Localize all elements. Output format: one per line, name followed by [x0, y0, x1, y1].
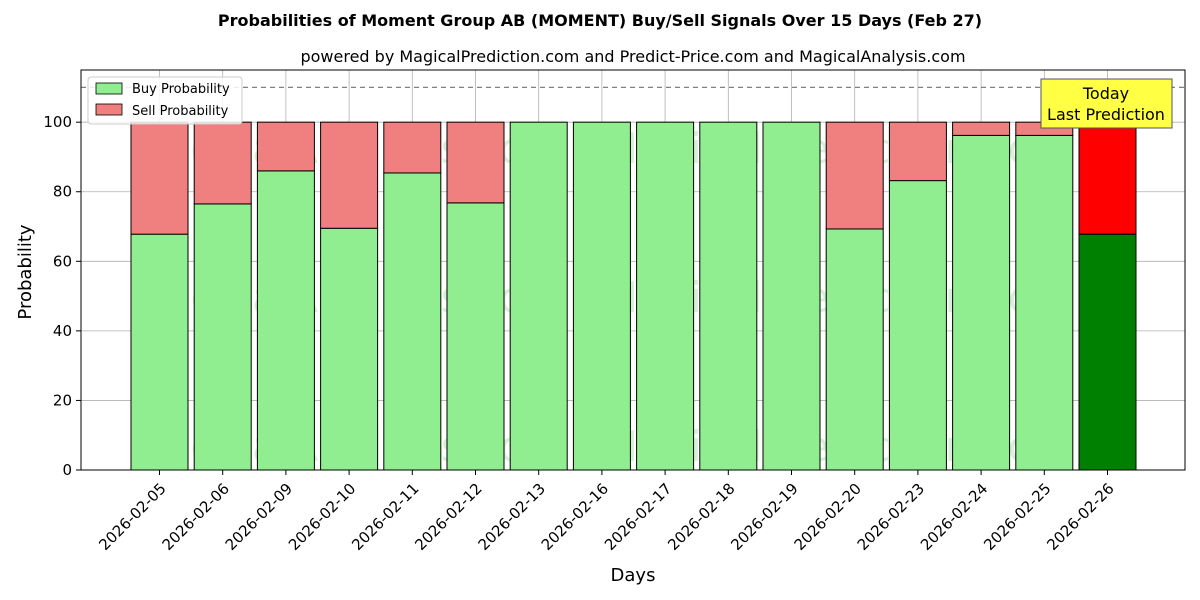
bar-sell-2026-02-09	[256, 121, 315, 172]
plot-frame	[80, 69, 1186, 471]
bar-sell-2026-02-26	[1078, 121, 1137, 235]
bar-buy-2026-02-20	[825, 228, 884, 471]
bar-buy-2026-02-12	[446, 202, 505, 471]
y-tick-label-0: 0	[62, 461, 72, 479]
bar-sell-2026-02-06	[193, 121, 252, 205]
y-tick-label-100: 100	[43, 113, 72, 131]
y-tick-label-60: 60	[53, 252, 72, 270]
today-annotation: Today Last Prediction	[1040, 78, 1173, 129]
bar-sell-2026-02-23	[888, 121, 947, 182]
bar-buy-2026-02-18	[699, 121, 758, 471]
bar-sell-2026-02-11	[383, 121, 442, 174]
bar-buy-2026-02-16	[572, 121, 631, 471]
legend-box	[87, 76, 243, 125]
bar-buy-2026-02-06	[193, 203, 252, 471]
bar-sell-2026-02-24	[952, 121, 1011, 136]
annotation-box	[1040, 78, 1173, 129]
legend: Buy Probability Sell Probability	[87, 76, 243, 125]
y-tick-label-20: 20	[53, 391, 72, 409]
bar-buy-2026-02-24	[952, 134, 1011, 471]
legend-label-buy: Buy Probability	[132, 82, 230, 97]
annotation-line-today: Today	[1082, 84, 1129, 103]
y-axis-label: Probability	[15, 224, 36, 319]
bar-buy-2026-02-26	[1078, 233, 1137, 471]
bar-buy-2026-02-25	[1015, 134, 1074, 471]
y-tick-label-40: 40	[53, 322, 72, 340]
bar-buy-2026-02-13	[509, 121, 568, 471]
bar-buy-2026-02-11	[383, 172, 442, 471]
bar-sell-2026-02-20	[825, 121, 884, 230]
bar-buy-2026-02-05	[130, 233, 189, 471]
bar-sell-2026-02-05	[130, 121, 189, 235]
bar-buy-2026-02-23	[888, 180, 947, 471]
legend-label-sell: Sell Probability	[132, 104, 229, 119]
chart-subtitle: powered by MagicalPrediction.com and Pre…	[300, 47, 965, 66]
chart-title: Probabilities of Moment Group AB (MOMENT…	[218, 11, 982, 30]
bar-buy-2026-02-17	[636, 121, 695, 471]
bar-buy-2026-02-10	[320, 227, 379, 471]
bar-buy-2026-02-19	[762, 121, 821, 471]
x-axis-label: Days	[611, 565, 656, 586]
bars	[130, 121, 1137, 471]
legend-swatch-sell	[95, 103, 123, 116]
bar-sell-2026-02-12	[446, 121, 505, 204]
bar-sell-2026-02-10	[320, 121, 379, 229]
y-axis-ticks: 0 20 40 60 80 100	[43, 113, 81, 479]
annotation-line-last-prediction: Last Prediction	[1047, 105, 1165, 124]
bar-buy-2026-02-09	[256, 170, 315, 471]
legend-swatch-buy	[95, 82, 123, 95]
y-tick-label-80: 80	[53, 183, 72, 201]
